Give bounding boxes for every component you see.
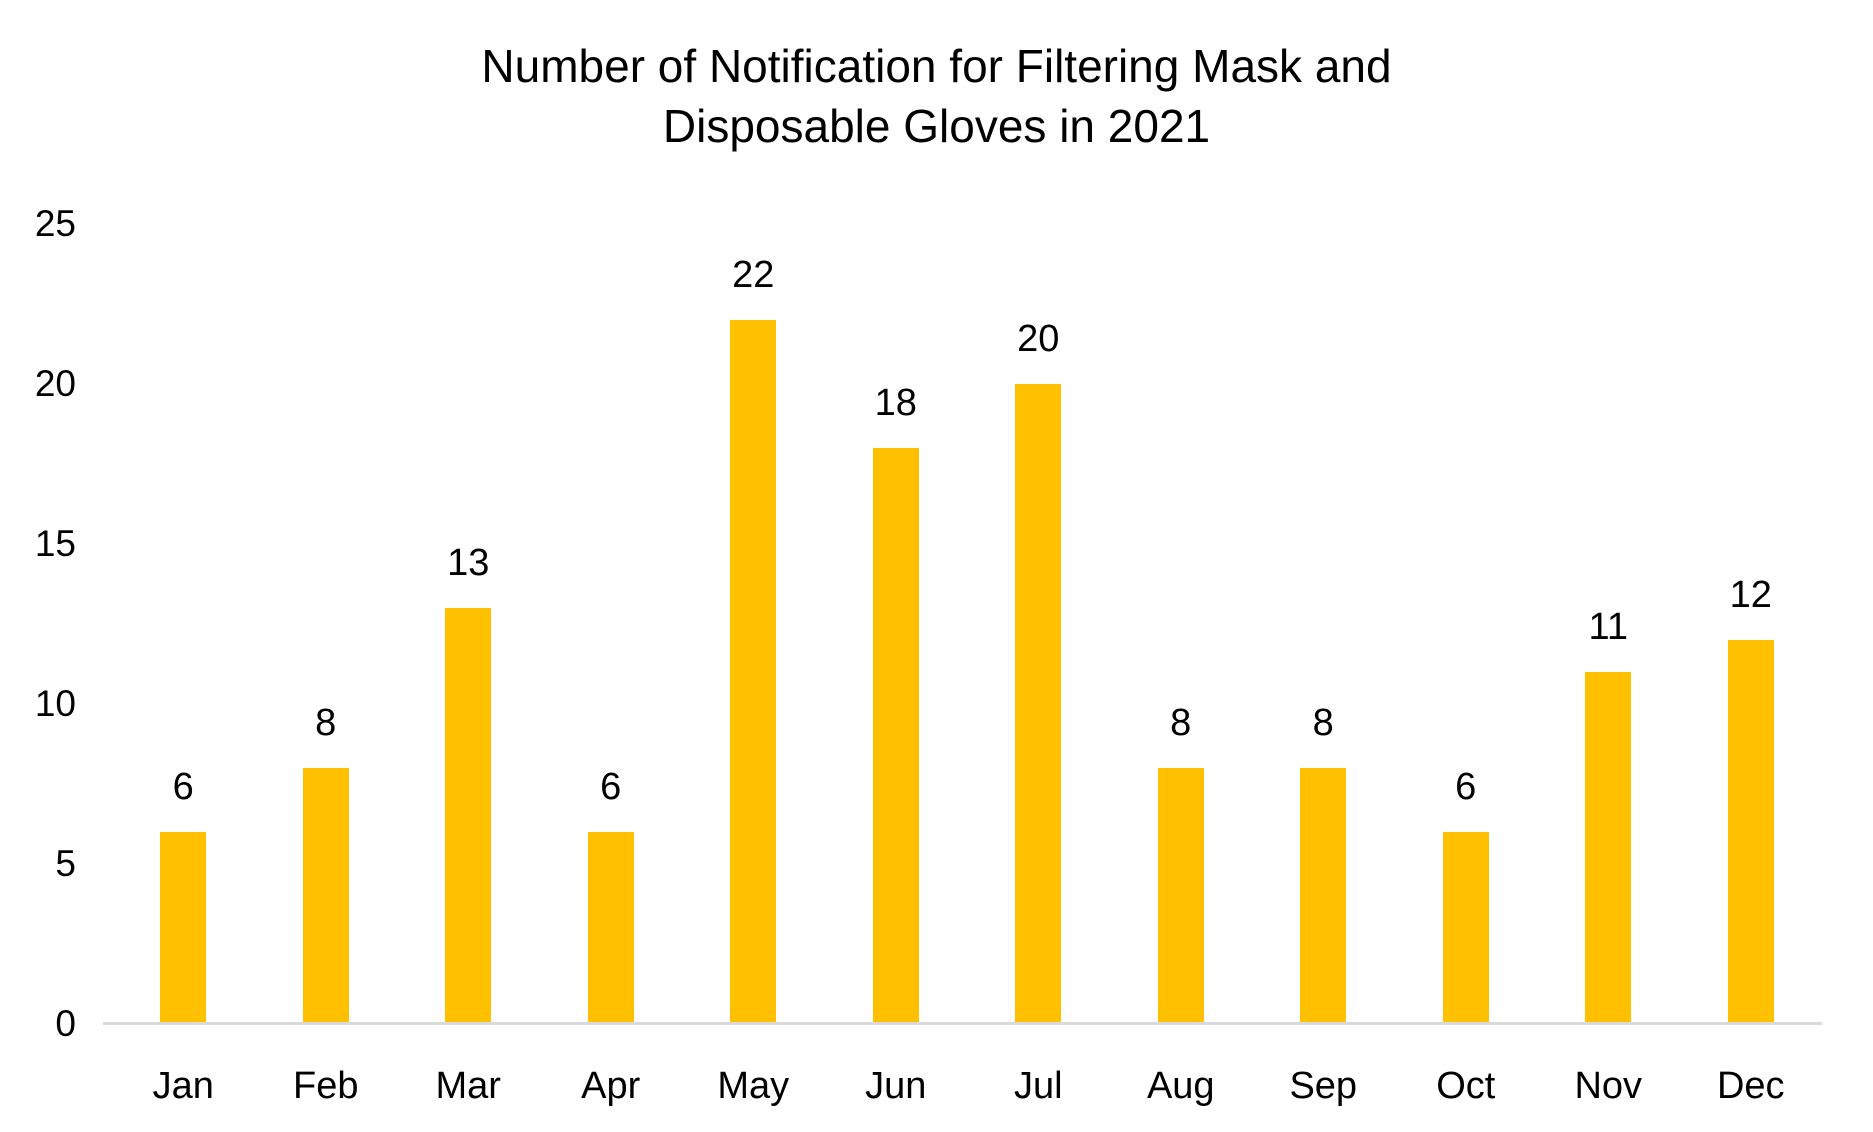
chart-title-line-2: Disposable Gloves in 2021 xyxy=(662,100,1211,152)
bar xyxy=(1442,832,1489,1024)
x-axis-category-label: Apr xyxy=(581,1065,641,1107)
y-axis-tick-label: 10 xyxy=(34,683,76,724)
bar-value-label: 22 xyxy=(732,254,775,296)
bar-value-label: 8 xyxy=(1312,702,1334,744)
x-axis-category-label: Nov xyxy=(1574,1065,1643,1107)
bar-value-label: 13 xyxy=(447,542,490,584)
bar xyxy=(445,608,492,1024)
bar-slot: 18 Jun xyxy=(825,224,968,1106)
bar xyxy=(587,832,634,1024)
bar xyxy=(1157,768,1204,1024)
x-axis-category-label: Jul xyxy=(1013,1065,1063,1107)
y-axis-tick-label: 20 xyxy=(34,363,76,404)
y-axis-tick-label: 15 xyxy=(34,523,76,564)
bar-slot: 8 Feb xyxy=(255,224,398,1106)
x-axis-category-label: May xyxy=(717,1065,790,1107)
bar-slot: 8 Sep xyxy=(1252,224,1395,1106)
x-axis-category-label: Feb xyxy=(293,1065,359,1107)
bar-slot: 6 Oct xyxy=(1395,224,1538,1106)
bar xyxy=(160,832,207,1024)
bar-value-label: 11 xyxy=(1588,606,1628,648)
bar-value-label: 6 xyxy=(1455,766,1477,808)
x-axis-category-label: Jun xyxy=(865,1065,927,1107)
bar-slot: 13 Mar xyxy=(397,224,540,1106)
bar-slot: 12 Dec xyxy=(1680,224,1823,1106)
x-axis-category-label: Aug xyxy=(1146,1065,1215,1107)
x-axis-category-label: Jan xyxy=(152,1065,214,1107)
bar-value-label: 6 xyxy=(172,766,194,808)
bar-slot: 8 Aug xyxy=(1110,224,1253,1106)
bar-value-label: 8 xyxy=(1170,702,1192,744)
bar xyxy=(1300,768,1347,1024)
bar-value-label: 20 xyxy=(1017,318,1060,360)
bar xyxy=(302,768,349,1024)
chart-title: Number of Notification for Filtering Mas… xyxy=(0,36,1873,156)
y-axis: 0 5 10 15 20 25 xyxy=(0,0,80,1132)
bar-value-label: 18 xyxy=(874,382,917,424)
bar-value-label: 8 xyxy=(315,702,337,744)
bar xyxy=(1727,640,1774,1024)
bar-slot: 6 Apr xyxy=(540,224,683,1106)
bar-slot: 11 Nov xyxy=(1537,224,1680,1106)
x-axis-category-label: Oct xyxy=(1436,1065,1496,1107)
plot-area: 6 Jan 8 Feb 13 Mar 6 Apr 22 May 18 Jun 20 Jul 8 Aug 8 Sep… xyxy=(112,224,1823,1106)
bar-slot: 6 Jan xyxy=(112,224,255,1106)
chart-title-line-1: Number of Notification for Filtering Mas… xyxy=(481,40,1392,92)
bar xyxy=(872,448,919,1024)
y-axis-tick-label: 25 xyxy=(34,203,76,244)
bar xyxy=(1015,384,1062,1024)
x-axis-category-label: Dec xyxy=(1716,1065,1785,1107)
y-axis-tick-label: 5 xyxy=(55,843,76,884)
bar-slot: 22 May xyxy=(682,224,825,1106)
bar xyxy=(1585,672,1632,1024)
bar-value-label: 12 xyxy=(1729,574,1772,616)
x-axis-line xyxy=(103,1022,1822,1025)
x-axis-category-label: Sep xyxy=(1289,1065,1358,1107)
x-axis-category-label: Mar xyxy=(435,1065,501,1107)
bar-value-label: 6 xyxy=(600,766,622,808)
y-axis-tick-label: 0 xyxy=(55,1003,76,1044)
bar-slot: 20 Jul xyxy=(967,224,1110,1106)
bar xyxy=(730,320,777,1024)
